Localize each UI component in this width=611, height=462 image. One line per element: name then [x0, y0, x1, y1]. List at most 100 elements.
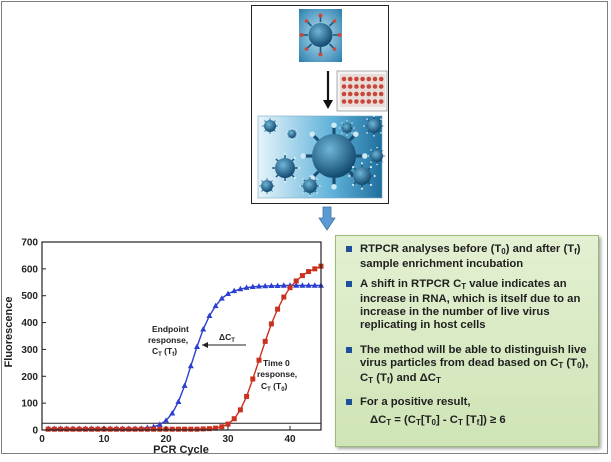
- y-tick-label: 100: [21, 399, 38, 410]
- data-point: [213, 425, 219, 431]
- data-point: [262, 338, 268, 344]
- data-point: [206, 312, 213, 319]
- bullet-square-icon: [346, 246, 352, 252]
- delta-ct-arrow: [202, 342, 246, 348]
- well: [372, 84, 378, 89]
- data-point: [200, 326, 207, 332]
- bullet-positive: For a positive result,: [344, 396, 592, 409]
- virus-particle: [363, 115, 385, 137]
- data-point: [113, 426, 119, 432]
- data-point: [249, 283, 256, 290]
- y-tick-label: 0: [32, 426, 38, 437]
- data-point: [95, 426, 101, 432]
- data-point: [256, 357, 262, 363]
- well: [366, 84, 372, 89]
- virus-particle: [348, 162, 376, 190]
- data-point: [151, 426, 157, 432]
- data-point: [293, 278, 299, 284]
- data-point: [169, 426, 175, 432]
- data-point: [89, 426, 95, 432]
- y-tick-label: 500: [21, 291, 38, 302]
- data-point: [225, 290, 231, 297]
- data-point: [274, 282, 281, 288]
- data-point: [70, 426, 76, 432]
- bullet-analyses: RTPCR analyses before (T0) and after (Tf…: [344, 243, 592, 271]
- y-tick-label: 700: [21, 238, 38, 249]
- data-point: [58, 426, 64, 432]
- data-point: [218, 295, 225, 301]
- virus-particle: [257, 176, 277, 196]
- x-tick-label: 10: [98, 434, 110, 445]
- well: [354, 76, 359, 82]
- data-point: [256, 283, 262, 289]
- well: [378, 84, 384, 89]
- enrichment-illustration-svg: [257, 9, 388, 199]
- data-point: [231, 416, 237, 422]
- virus-icon: [299, 9, 342, 62]
- y-axis-label: Fluorescence: [3, 297, 15, 368]
- bullet-square-icon: [346, 347, 352, 353]
- data-point: [64, 426, 70, 432]
- data-point: [206, 426, 212, 432]
- data-point: [169, 410, 176, 416]
- well: [347, 84, 353, 89]
- pcr-chart: 0 100 200 300 400 500 600 700 0 10 20 30 40 Fluoresc…: [0, 232, 330, 457]
- pcr-chart-svg: 0 100 200 300 400 500 600 700 0 10 20 30 40 Fluoresc…: [3, 238, 324, 456]
- time0-annotation: Time 0 response, CT (T0): [257, 358, 300, 393]
- bullet-shift: A shift in RTPCR CT value indicates an i…: [344, 278, 592, 332]
- virus-particle: [339, 120, 355, 136]
- virus-particle: [367, 146, 387, 166]
- data-point: [157, 426, 163, 432]
- info-panel: RTPCR analyses before (T0) and after (Tf…: [335, 235, 599, 447]
- data-point: [237, 407, 243, 413]
- data-point: [120, 426, 126, 432]
- virus-particle: [269, 152, 301, 184]
- data-point: [187, 362, 194, 369]
- data-point: [287, 285, 293, 291]
- data-point: [76, 426, 82, 432]
- data-point: [311, 282, 318, 288]
- data-point: [231, 287, 238, 294]
- virus-particle: [260, 116, 280, 136]
- well: [354, 99, 359, 104]
- data-point: [243, 284, 250, 290]
- blue-down-arrow-icon: [318, 206, 336, 231]
- well: [372, 91, 378, 97]
- virus-cluster-icon: [257, 115, 387, 199]
- well: [341, 91, 347, 97]
- x-tick-label: 30: [222, 434, 234, 445]
- well: [347, 91, 353, 97]
- data-point: [244, 393, 250, 399]
- well: [360, 84, 365, 89]
- data-point: [144, 426, 150, 432]
- chart-series: [45, 263, 324, 432]
- x-axis-label: PCR Cycle: [153, 444, 209, 456]
- well: [366, 91, 372, 97]
- data-point: [188, 426, 194, 432]
- data-point: [107, 426, 113, 432]
- data-point: [262, 282, 269, 289]
- data-point: [268, 282, 275, 288]
- well: [347, 76, 353, 82]
- data-point: [182, 426, 188, 432]
- data-point: [280, 282, 287, 288]
- data-point: [237, 285, 244, 292]
- data-point: [175, 426, 181, 432]
- bullet-square-icon: [346, 399, 352, 405]
- well: [372, 76, 378, 82]
- data-point: [312, 266, 318, 272]
- data-point: [305, 282, 312, 288]
- x-tick-label: 20: [160, 434, 172, 445]
- data-point: [194, 343, 200, 349]
- well: [354, 84, 359, 89]
- well: [378, 91, 384, 97]
- data-point: [45, 426, 51, 432]
- well-grid: [341, 76, 384, 104]
- virus-particle: [299, 175, 321, 197]
- well: [341, 76, 347, 82]
- bullet-square-icon: [346, 281, 352, 287]
- series-line: [48, 265, 322, 430]
- y-tick-label: 600: [21, 264, 38, 275]
- data-point: [200, 426, 206, 432]
- data-point: [281, 294, 287, 300]
